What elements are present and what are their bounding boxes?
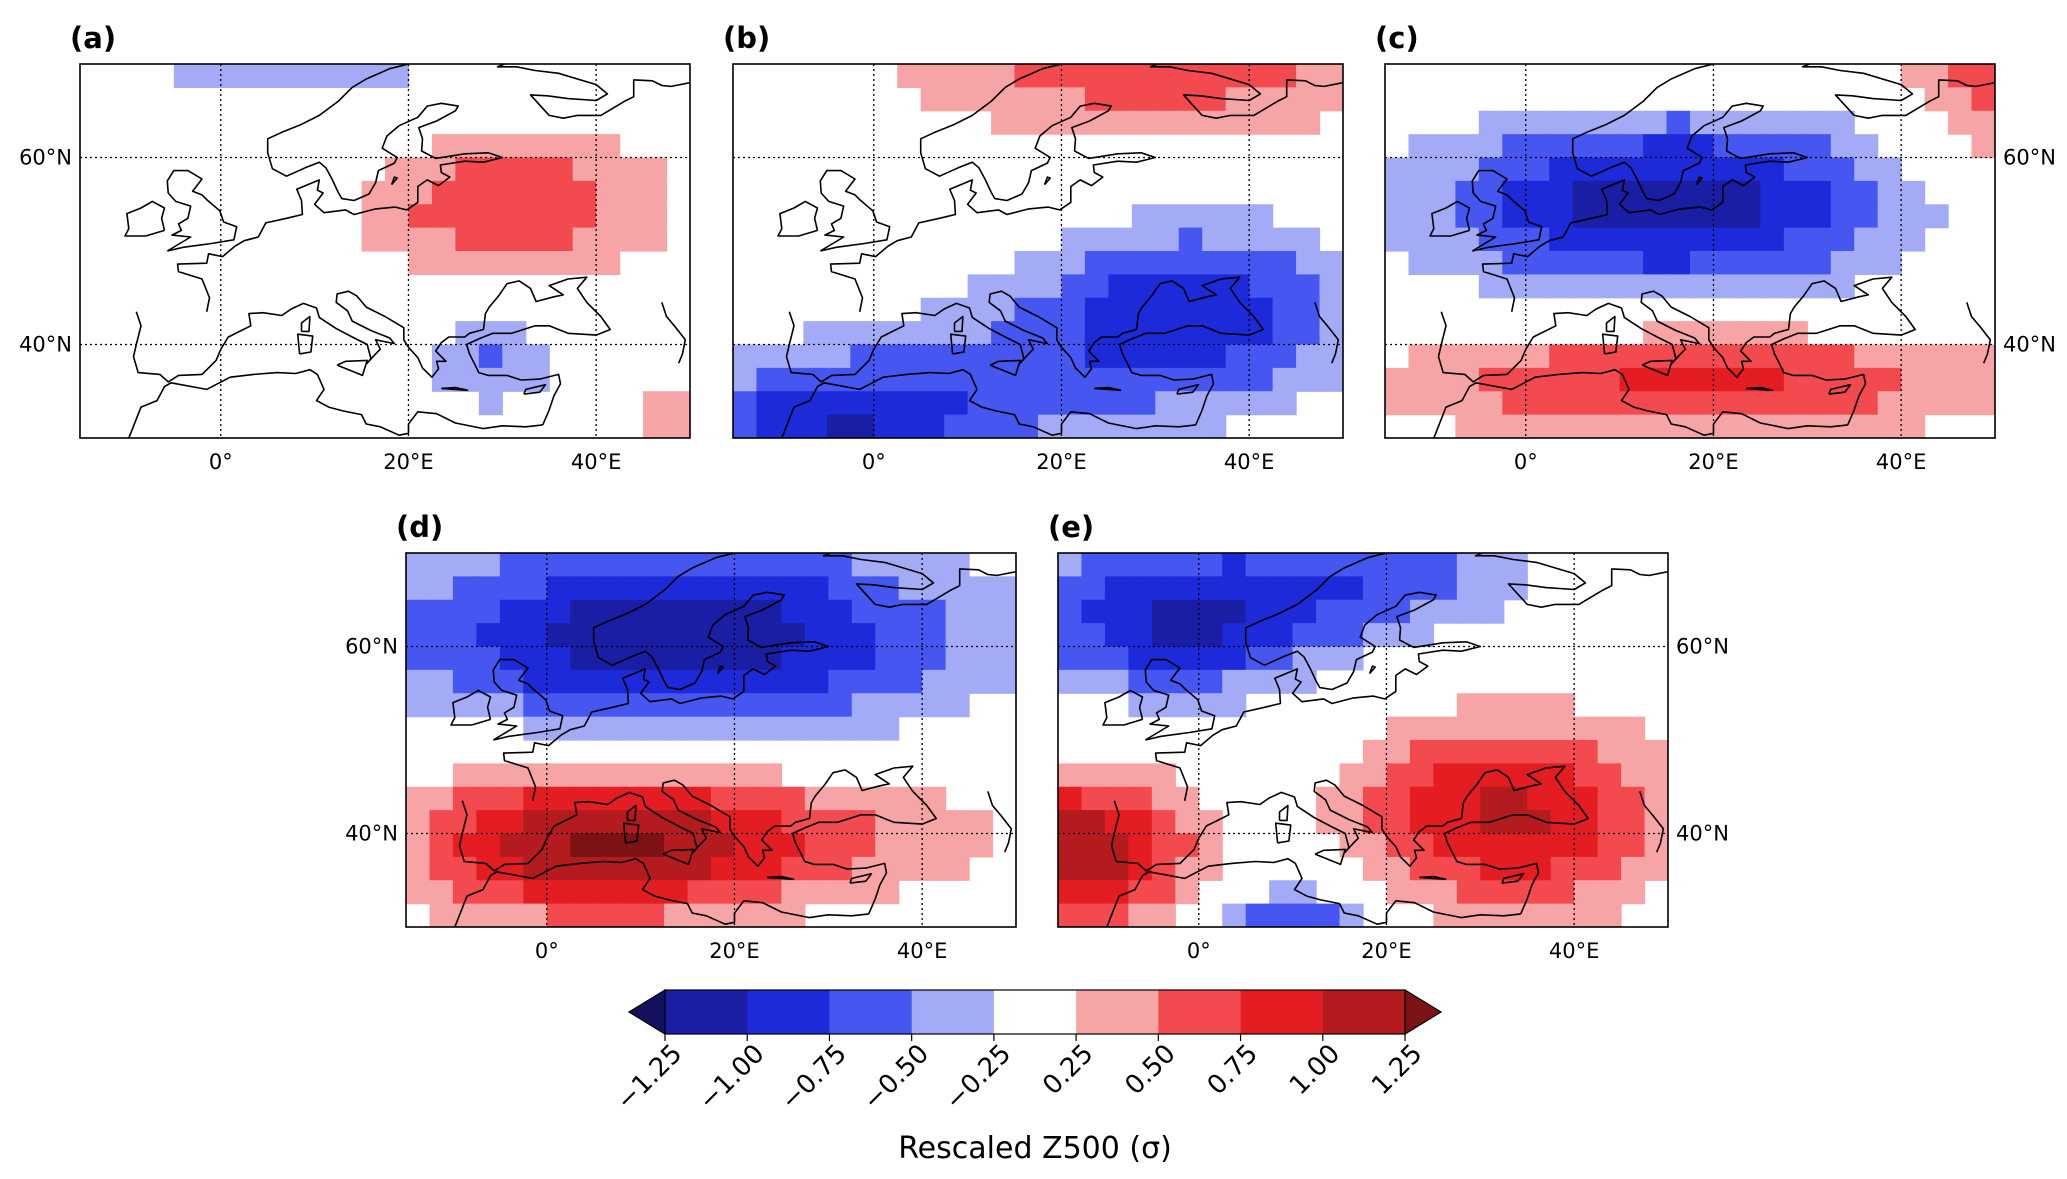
y-tick-label: 60°N <box>345 635 398 659</box>
colorbar-tick-label: −1.00 <box>693 1039 771 1117</box>
x-tick-label: 40°E <box>1549 939 1600 963</box>
panel-label: (e) <box>1048 510 1094 544</box>
x-tick-label: 20°E <box>383 450 434 474</box>
map-frame <box>405 552 1017 928</box>
colorbar-bin <box>1076 990 1159 1034</box>
colorbar-bin <box>1240 990 1324 1034</box>
colorbar-extend-high <box>1404 988 1443 1036</box>
x-tick-label: 40°E <box>1224 450 1275 474</box>
anomaly-field-a <box>80 64 690 438</box>
panel-label: (b) <box>723 21 770 55</box>
colorbar-tick-label: −1.25 <box>611 1039 689 1117</box>
map-frame <box>1384 63 1996 439</box>
map-frame <box>1057 552 1669 928</box>
coastlines-e <box>1102 553 1668 927</box>
panel-d: (d) 0° 20°E 40°E 40°N 60°N <box>345 510 1017 963</box>
x-tick-label: 0° <box>1187 939 1211 963</box>
panel-c: (c) 0° 20°E 40°E 40°N 60°N <box>1375 21 2056 474</box>
y-tick-label: 40°N <box>2003 333 2056 357</box>
colorbar-tick-label: −0.50 <box>857 1039 935 1117</box>
panel-e: (e) 0° 20°E 40°E 40°N 60°N <box>1048 510 1729 963</box>
map-frame <box>732 63 1344 439</box>
map-panels: (a) 0° 20°E 40°E 40°N 60°N (b) 0° 20°E 40°E (c) 0° 2… <box>19 21 2056 963</box>
colorbar-bin <box>1158 990 1242 1034</box>
colorbar-tick-label: −0.75 <box>775 1039 853 1117</box>
x-tick-label: 40°E <box>897 939 948 963</box>
colorbar-bin <box>665 990 748 1034</box>
x-tick-label: 0° <box>535 939 559 963</box>
panel-label: (a) <box>70 21 116 55</box>
coastlines-a <box>124 64 690 438</box>
panel-label: (c) <box>1375 21 1419 55</box>
colorbar-bin <box>993 990 1077 1034</box>
x-tick-label: 0° <box>1514 450 1538 474</box>
y-tick-label: 60°N <box>1676 635 1729 659</box>
panel-label: (d) <box>396 510 443 544</box>
colorbar-bin <box>1322 990 1406 1034</box>
colorbar: −1.25 −1.00 −0.75 −0.50 −0.25 0.25 0.50 0.75 1.0… <box>611 988 1443 1117</box>
colorbar-tick-label: 0.25 <box>1037 1039 1099 1101</box>
colorbar-extend-low <box>627 988 666 1036</box>
y-tick-label: 40°N <box>345 822 398 846</box>
coastlines-d <box>450 553 1016 927</box>
x-tick-label: 20°E <box>1036 450 1087 474</box>
x-tick-label: 40°E <box>1876 450 1927 474</box>
colorbar-bin <box>911 990 995 1034</box>
colorbar-tick-label: 0.75 <box>1202 1039 1264 1101</box>
x-tick-label: 0° <box>209 450 233 474</box>
map-frame <box>79 63 691 439</box>
x-tick-label: 40°E <box>571 450 622 474</box>
colorbar-tick-label: 1.00 <box>1284 1039 1346 1101</box>
x-tick-label: 20°E <box>1361 939 1412 963</box>
anomaly-field-c <box>1385 64 1995 438</box>
x-tick-label: 20°E <box>1688 450 1739 474</box>
y-tick-label: 40°N <box>19 333 72 357</box>
colorbar-bin <box>829 990 913 1034</box>
colorbar-bin <box>747 990 830 1034</box>
anomaly-field-d <box>406 553 1016 927</box>
colorbar-tick-label: −0.25 <box>940 1039 1018 1117</box>
y-tick-label: 60°N <box>19 146 72 170</box>
coastlines-b <box>777 64 1343 438</box>
panel-b: (b) 0° 20°E 40°E <box>723 21 1344 474</box>
y-tick-label: 60°N <box>2003 146 2056 170</box>
colorbar-tick-label: 0.50 <box>1120 1039 1182 1101</box>
x-tick-label: 20°E <box>709 939 760 963</box>
anomaly-field-e <box>1058 553 1668 927</box>
colorbar-title: Rescaled Z500 (σ) <box>898 1131 1172 1166</box>
anomaly-field-b <box>733 64 1343 438</box>
colorbar-tick-label: 1.25 <box>1366 1039 1428 1101</box>
x-tick-label: 0° <box>862 450 886 474</box>
coastlines-c <box>1429 64 1995 438</box>
y-tick-label: 40°N <box>1676 822 1729 846</box>
panel-a: (a) 0° 20°E 40°E 40°N 60°N <box>19 21 691 474</box>
